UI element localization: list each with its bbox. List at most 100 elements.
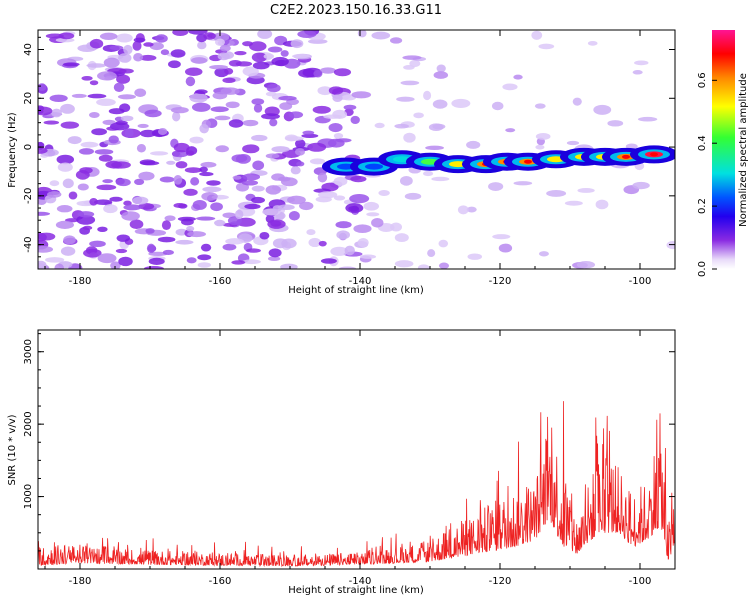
heatmap-cell [433, 71, 449, 79]
heatmap-cell [538, 43, 555, 50]
heatmap-cell [123, 204, 142, 211]
heatmap-cell [214, 38, 225, 46]
heatmap-cell [186, 225, 195, 232]
heatmap-cell [113, 82, 125, 93]
heatmap-cell [498, 243, 513, 253]
heatmap-cell [288, 210, 300, 221]
heatmap-cell [327, 138, 345, 148]
heatmap-cell [371, 31, 391, 40]
heatmap-cell [357, 30, 367, 38]
heatmap-cell [564, 200, 583, 206]
heatmap-cell [265, 153, 280, 159]
heatmap-cell [350, 115, 360, 125]
heatmap-cell [333, 176, 348, 186]
heatmap-cell [403, 132, 416, 143]
heatmap-cell [632, 70, 643, 75]
heatmap-cell [132, 40, 142, 51]
heatmap-cell [251, 52, 268, 63]
heatmap-cell [488, 182, 504, 191]
heatmap-cell [402, 55, 422, 60]
heatmap-cell [124, 128, 134, 138]
heatmap-cell [63, 235, 76, 245]
heatmap-cell [225, 238, 245, 245]
heatmap-cell [160, 49, 170, 56]
heatmap-cell [96, 98, 116, 106]
heatmap-cell [71, 93, 87, 98]
heatmap-cell [466, 140, 481, 149]
heatmap-cell [242, 66, 259, 77]
heatmap-cell [51, 108, 62, 118]
heatmap-cell [409, 59, 421, 68]
heatmap-cell [168, 60, 181, 69]
heatmap-cell [206, 180, 221, 186]
heatmap-cell [302, 130, 315, 135]
heatmap-cell [266, 83, 281, 93]
heatmap-cell [81, 75, 93, 81]
heatmap-cell [538, 251, 549, 257]
heatmap-cell [173, 175, 183, 185]
heatmap-cell [60, 246, 76, 256]
heatmap-cell [185, 150, 195, 156]
heatmap-cell [189, 93, 208, 103]
heatmap-cell [190, 57, 208, 64]
heatmap-cell [428, 123, 444, 131]
y-tick-label: 3000 [23, 339, 34, 364]
heatmap-cell [197, 41, 207, 50]
heatmap-cell [242, 173, 261, 181]
heatmap-cell [242, 119, 259, 127]
heatmap-cell [292, 53, 310, 59]
heatmap-cell [371, 217, 384, 228]
heatmap-cell [535, 144, 545, 150]
heatmap-cell [144, 266, 164, 269]
heatmap-cell [436, 64, 446, 73]
heatmap-cell [181, 218, 194, 226]
colorbar-tick-label: 0.2 [697, 198, 708, 214]
heatmap-cell [199, 123, 209, 134]
heatmap-cell [215, 145, 229, 153]
heatmap-cell [344, 245, 355, 256]
heatmap-cell [139, 159, 156, 166]
heatmap-cell [270, 220, 282, 227]
heatmap-cell [89, 38, 104, 49]
heatmap-cell [38, 260, 47, 269]
snr-panel: -180 -160 -140 -120 -100 1000 2000 3000 Height… [7, 329, 676, 596]
heatmap-cell [119, 103, 131, 113]
heatmap-cell [299, 201, 314, 211]
heatmap-cell [351, 91, 372, 99]
heatmap-cell [136, 144, 146, 153]
heatmap-cell [390, 222, 403, 232]
heatmap-cell [170, 106, 189, 114]
heatmap-cell [404, 192, 422, 200]
heatmap-cell [231, 154, 248, 163]
heatmap-cell [317, 172, 328, 183]
heatmap-cell [60, 121, 80, 129]
heatmap-cell [68, 191, 78, 200]
heatmap-cell [89, 80, 99, 86]
heatmap-cell [323, 114, 343, 119]
heatmap-cell [98, 154, 113, 162]
heatmap-cell [312, 105, 331, 114]
heatmap-cell [284, 136, 304, 141]
heatmap-cell [157, 236, 176, 243]
heatmap-cell [259, 231, 270, 240]
heatmap-cell [199, 166, 208, 173]
heatmap-cell [360, 254, 377, 259]
colorbar-label: Normalized spectral amplitude [738, 73, 749, 227]
heatmap-cell [38, 147, 48, 154]
heatmap-cell [301, 133, 319, 138]
heatmap-cell [186, 257, 197, 264]
heatmap-cell [272, 205, 283, 212]
heatmap-y-label: Frequency (Hz) [7, 112, 18, 188]
heatmap-cell [195, 89, 208, 95]
heatmap-cell [513, 181, 533, 186]
heatmap-cell [139, 54, 157, 61]
y-tick-label: 40 [23, 43, 34, 56]
heatmap-cell [38, 245, 54, 253]
heatmap-cell [267, 256, 281, 262]
heatmap-cell [425, 145, 444, 151]
heatmap-cell [534, 103, 546, 109]
heatmap-cell [115, 248, 128, 254]
heatmap-cell [78, 148, 94, 155]
heatmap-cell [378, 189, 390, 197]
